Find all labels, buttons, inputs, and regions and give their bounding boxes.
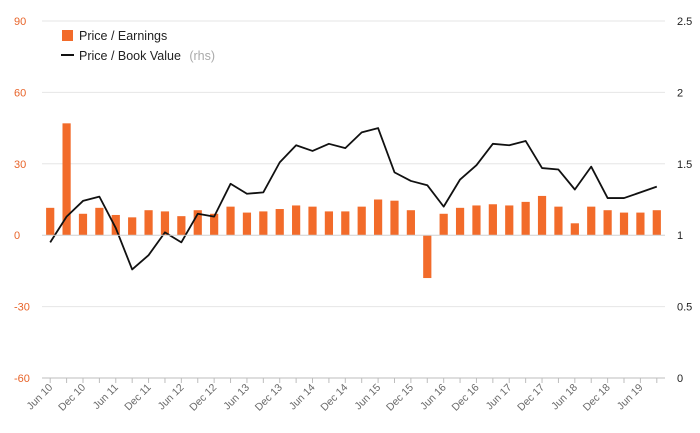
x-tick-label: Dec 13 bbox=[253, 382, 285, 414]
x-tick-label: Dec 12 bbox=[187, 382, 219, 414]
pe-bar bbox=[455, 207, 465, 236]
legend-label-price-book-value: Price / Book Value bbox=[79, 49, 181, 63]
pe-bar bbox=[177, 216, 186, 236]
pe-bar bbox=[570, 223, 579, 236]
x-tick-label: Dec 16 bbox=[450, 382, 482, 414]
x-tick-label: Jun 12 bbox=[156, 382, 187, 413]
pbv-line-layer bbox=[49, 127, 658, 271]
pe-bar bbox=[472, 205, 481, 236]
pe-bar bbox=[193, 210, 202, 236]
pe-bar bbox=[210, 213, 219, 236]
pe-bar bbox=[357, 206, 366, 236]
y-left-tick-label: -30 bbox=[14, 302, 30, 314]
pe-bar bbox=[341, 211, 350, 236]
pe-bar bbox=[242, 212, 252, 236]
legend-note-rhs: (rhs) bbox=[189, 49, 215, 63]
pe-bar bbox=[275, 209, 284, 236]
pe-bar bbox=[554, 206, 563, 236]
y-right-tick-label: 1 bbox=[677, 230, 683, 242]
y-right-tick-label: 2.5 bbox=[677, 16, 692, 28]
pe-bar bbox=[652, 210, 661, 236]
x-tick-label: Dec 15 bbox=[384, 382, 416, 414]
x-tick-label: Dec 17 bbox=[515, 382, 547, 414]
pe-bar bbox=[406, 210, 415, 236]
pe-bar bbox=[439, 213, 448, 236]
pe-bar bbox=[128, 217, 137, 236]
legend: Price / Earnings Price / Book Value (rhs… bbox=[61, 29, 215, 64]
pe-bar bbox=[603, 210, 612, 236]
pe-bar bbox=[423, 235, 432, 279]
gridlines bbox=[42, 20, 665, 379]
y-left-tick-label: 60 bbox=[14, 87, 26, 99]
pe-bar bbox=[226, 206, 235, 236]
y-left-tick-label: -60 bbox=[14, 373, 30, 385]
legend-label-price-earnings: Price / Earnings bbox=[79, 29, 167, 43]
pe-bar bbox=[259, 211, 268, 236]
x-tick-label: Jun 10 bbox=[25, 382, 56, 413]
x-tick-label: Jun 15 bbox=[352, 382, 383, 413]
pe-bar bbox=[373, 199, 383, 236]
axes bbox=[42, 234, 665, 383]
y-right-tick-label: 0.5 bbox=[677, 302, 692, 314]
x-tick-label: Jun 13 bbox=[221, 382, 252, 413]
x-tick-label: Dec 18 bbox=[581, 382, 613, 414]
svg-text:Price / Book Value (rh: Price / Book Value (rhs) bbox=[79, 47, 215, 64]
pe-bar bbox=[488, 204, 497, 236]
pe-bar bbox=[587, 206, 596, 236]
x-tick-label: Jun 16 bbox=[418, 382, 449, 413]
pe-bar bbox=[292, 205, 301, 236]
x-tick-label: Jun 11 bbox=[91, 382, 121, 412]
pe-bars bbox=[46, 123, 661, 279]
pe-bar bbox=[537, 195, 547, 236]
x-tick-label: Jun 19 bbox=[615, 382, 646, 413]
legend-swatch-price-earnings bbox=[62, 30, 73, 41]
x-tick-label: Jun 17 bbox=[484, 382, 515, 413]
y-right-tick-label: 0 bbox=[677, 373, 683, 385]
x-tick-label: Dec 11 bbox=[122, 382, 154, 414]
pe-bar bbox=[144, 210, 153, 236]
y-right-tick-label: 2 bbox=[677, 87, 683, 99]
y-left-tick-label: 30 bbox=[14, 159, 26, 171]
pe-bar bbox=[390, 200, 399, 236]
pe-bar bbox=[505, 205, 514, 236]
pe-bar bbox=[308, 206, 317, 236]
pe-bar bbox=[78, 213, 88, 236]
pe-bar bbox=[46, 207, 55, 236]
y-right-tick-label: 1.5 bbox=[677, 159, 692, 171]
y-left-tick-label: 90 bbox=[14, 16, 26, 28]
x-tick-label: Jun 18 bbox=[549, 382, 580, 413]
pe-bar bbox=[62, 123, 71, 236]
pe-bar bbox=[636, 212, 645, 236]
pe-bar bbox=[160, 211, 170, 236]
pe-bar bbox=[619, 212, 629, 236]
pbv-line bbox=[49, 127, 658, 271]
x-tick-label: Dec 14 bbox=[318, 382, 350, 414]
x-tick-label: Dec 10 bbox=[56, 382, 88, 414]
pe-bar bbox=[111, 214, 120, 236]
x-tick-label: Jun 14 bbox=[287, 382, 318, 413]
pe-bar bbox=[95, 207, 104, 236]
y-left-tick-label: 0 bbox=[14, 230, 20, 242]
pe-bar bbox=[521, 201, 530, 236]
pe-bar bbox=[324, 211, 334, 236]
